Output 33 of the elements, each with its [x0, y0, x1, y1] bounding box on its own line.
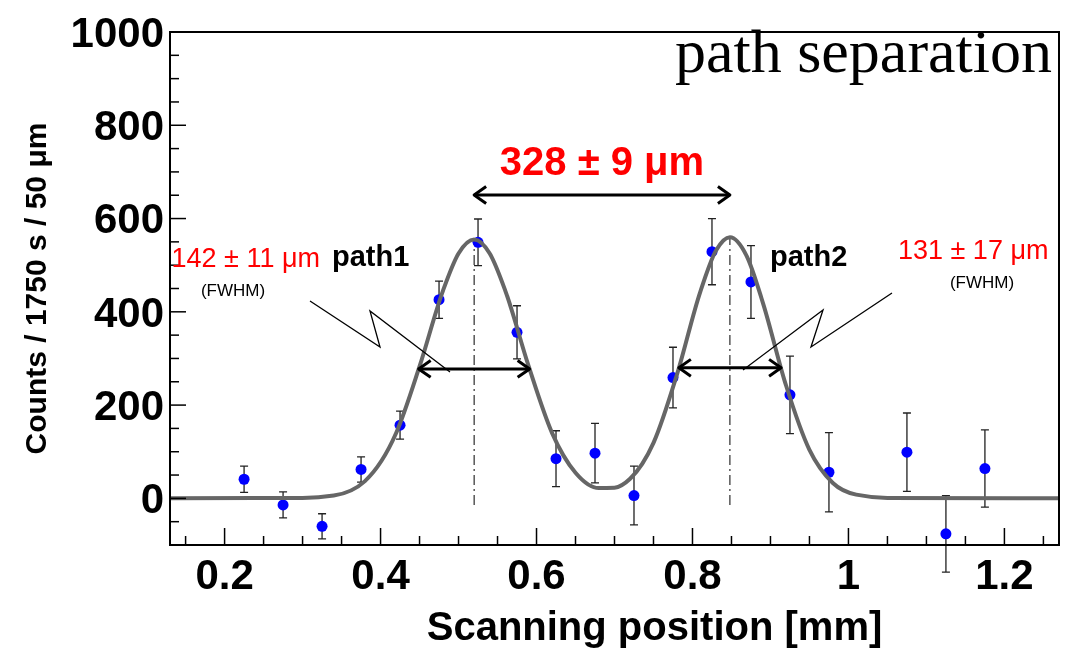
annotation: 142 ± 11 μm — [171, 243, 320, 273]
y-tick-label: 400 — [93, 288, 164, 336]
line-series — [168, 235, 1061, 501]
annotation: 131 ± 17 μm — [898, 235, 1049, 265]
y-tick-label: 1000 — [70, 8, 164, 56]
annotation: path separation — [674, 17, 1052, 85]
x-axis-title: Scanning position [mm] — [426, 604, 883, 648]
y-tick-label: 200 — [93, 381, 164, 429]
y-tick-label: 0 — [140, 475, 164, 523]
y-tick-label: 600 — [93, 195, 164, 243]
annotation: (FWHM) — [200, 281, 266, 300]
annotation: path2 — [770, 240, 848, 272]
x-tick-label: 1 — [836, 550, 861, 598]
y-axis-title: Counts / 1750 s / 50 μm — [19, 122, 52, 455]
x-tick-label: 0.8 — [663, 550, 722, 598]
x-tick-label: 0.2 — [195, 550, 254, 598]
point — [901, 446, 913, 458]
point — [589, 447, 601, 459]
point — [940, 528, 952, 540]
annotation: path1 — [332, 240, 410, 272]
point — [355, 463, 367, 475]
x-tick-label: 1.2 — [975, 550, 1034, 598]
x-tick-label: 0.6 — [507, 550, 566, 598]
point — [628, 490, 640, 502]
point — [979, 463, 991, 475]
annotation: (FWHM) — [949, 273, 1015, 292]
point — [238, 473, 250, 485]
point — [316, 520, 328, 532]
annotation: 328 ± 9 μm — [499, 139, 705, 183]
x-tick-label: 0.4 — [351, 550, 411, 598]
point — [550, 453, 562, 465]
point — [277, 499, 289, 511]
y-tick-label: 800 — [93, 101, 164, 149]
